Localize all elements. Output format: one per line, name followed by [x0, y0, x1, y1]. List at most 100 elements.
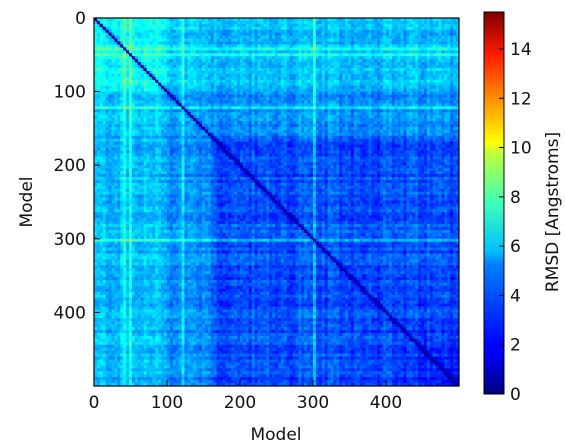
heatmap-cell	[167, 100, 171, 104]
heatmap-cell	[123, 44, 127, 48]
heatmap-cell	[140, 103, 145, 107]
heatmap-cell	[190, 94, 194, 98]
heatmap-cell	[140, 62, 145, 66]
heatmap-cell	[184, 100, 188, 104]
heatmap-cell	[383, 56, 387, 60]
heatmap-cell	[450, 20, 454, 25]
heatmap-cell	[190, 106, 194, 110]
heatmap-cell	[318, 47, 323, 51]
heatmap-cell	[254, 70, 258, 75]
heatmap-cell	[184, 85, 188, 90]
heatmap-cell	[263, 85, 267, 90]
heatmap-cell	[269, 56, 273, 60]
heatmap-cell	[129, 115, 133, 119]
heatmap-cell	[131, 132, 136, 137]
heatmap-cell	[219, 68, 223, 72]
heatmap-cell	[94, 123, 98, 128]
heatmap-cell	[374, 68, 378, 72]
heatmap-cell	[394, 76, 399, 81]
heatmap-cell	[269, 97, 273, 101]
heatmap-cell	[371, 41, 375, 45]
heatmap-cell	[190, 47, 194, 51]
heatmap-cell	[362, 94, 366, 98]
heatmap-cell	[412, 65, 416, 69]
heatmap-cell	[187, 38, 191, 42]
heatmap-cell	[330, 91, 334, 95]
heatmap-cell	[275, 106, 279, 110]
heatmap-cell	[269, 94, 273, 98]
heatmap-cell	[280, 85, 285, 90]
heatmap-cell	[327, 82, 331, 87]
heatmap-cell	[327, 118, 331, 122]
heatmap-cell	[388, 118, 393, 122]
heatmap-cell	[184, 106, 188, 110]
heatmap-cell	[432, 35, 437, 39]
heatmap-cell	[263, 18, 267, 22]
heatmap-cell	[187, 76, 191, 81]
heatmap-cell	[450, 65, 454, 69]
heatmap-cell	[295, 115, 299, 119]
heatmap-cell	[386, 41, 390, 45]
heatmap-cell	[175, 129, 180, 134]
heatmap-cell	[263, 70, 267, 75]
heatmap-cell	[283, 103, 288, 107]
heatmap-cell	[143, 85, 147, 90]
heatmap-cell	[187, 126, 191, 131]
heatmap-cell	[251, 118, 255, 122]
heatmap-cell	[400, 20, 404, 25]
heatmap-cell	[260, 85, 264, 90]
heatmap-cell	[386, 65, 390, 69]
heatmap-cell	[295, 23, 299, 28]
heatmap-cell	[245, 126, 250, 131]
heatmap-cell	[143, 65, 147, 69]
heatmap-cell	[242, 18, 247, 22]
heatmap-cell	[228, 62, 232, 66]
heatmap-cell	[99, 47, 104, 51]
heatmap-cell	[336, 97, 340, 101]
heatmap-cell	[102, 73, 107, 78]
heatmap-cell	[219, 47, 223, 51]
heatmap-cell	[304, 97, 308, 101]
heatmap-cell	[105, 62, 109, 66]
heatmap-cell	[298, 94, 302, 98]
heatmap-cell	[266, 68, 270, 72]
heatmap-cell	[167, 26, 171, 31]
heatmap-cell	[421, 132, 425, 137]
heatmap-cell	[374, 112, 378, 116]
heatmap-cell	[251, 115, 255, 119]
heatmap-cell	[289, 65, 293, 69]
heatmap-cell	[164, 73, 168, 78]
heatmap-cell	[172, 62, 177, 66]
heatmap-cell	[289, 73, 293, 78]
heatmap-cell	[444, 50, 448, 54]
heatmap-cell	[164, 20, 168, 25]
heatmap-cell	[237, 70, 241, 75]
heatmap-cell	[327, 115, 331, 119]
heatmap-cell	[423, 44, 428, 48]
heatmap-cell	[391, 38, 396, 42]
heatmap-cell	[318, 91, 323, 95]
heatmap-cell	[339, 88, 343, 92]
heatmap-cell	[196, 115, 200, 119]
heatmap-cell	[394, 20, 399, 25]
heatmap-cell	[184, 68, 188, 72]
heatmap-cell	[152, 100, 156, 104]
heatmap-cell	[140, 32, 145, 37]
heatmap-cell	[260, 94, 264, 98]
heatmap-cell	[260, 65, 264, 69]
heatmap-cell	[172, 109, 177, 113]
heatmap-cell	[371, 85, 375, 90]
heatmap-cell	[397, 68, 401, 72]
heatmap-cell	[169, 56, 174, 60]
heatmap-cell	[356, 106, 361, 110]
heatmap-cell	[318, 79, 323, 84]
heatmap-cell	[225, 44, 229, 48]
heatmap-cell	[155, 35, 159, 39]
heatmap-cell	[228, 106, 232, 110]
heatmap-cell	[429, 26, 434, 31]
heatmap-cell	[196, 103, 200, 107]
heatmap-cell	[362, 82, 366, 87]
heatmap-cell	[231, 121, 235, 125]
heatmap-cell	[155, 118, 159, 122]
heatmap-cell	[403, 118, 407, 122]
